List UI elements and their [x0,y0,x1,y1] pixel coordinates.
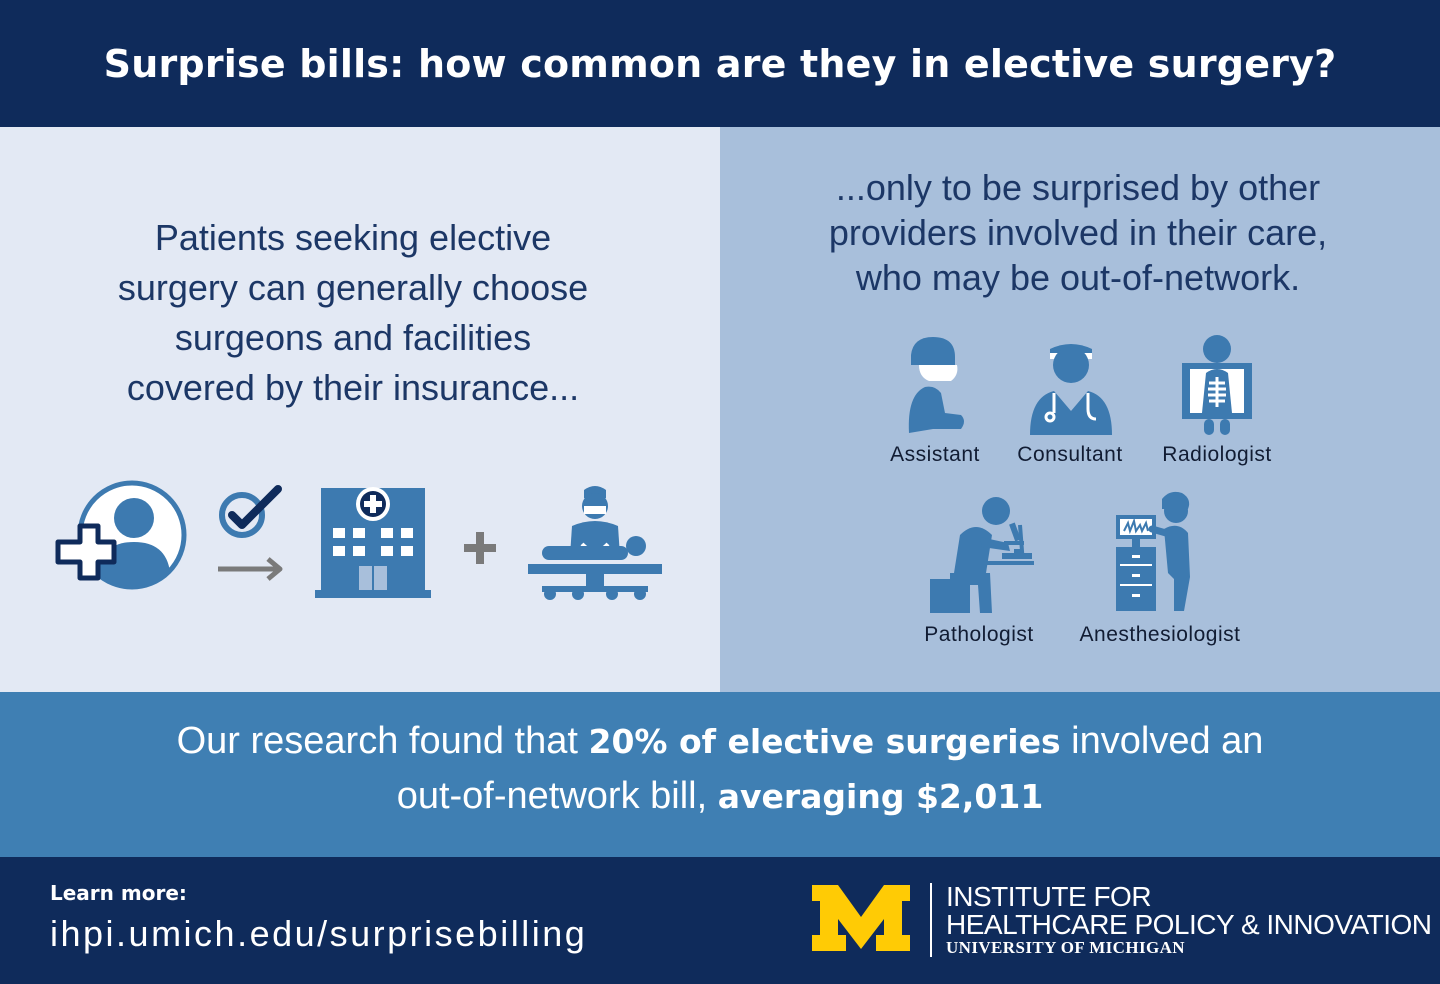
learn-more-label: Learn more: [50,881,187,905]
pathologist-icon [930,497,1034,613]
left-text-line: covered by their insurance... [126,367,580,408]
header-bar: Surprise bills: how common are they in e… [0,0,1440,127]
finding-text: Our research found that [176,720,589,762]
finding-line-2: out-of-network bill, averaging $2,011 [0,769,1440,824]
plus-icon [464,532,496,564]
right-text-line: who may be out-of-network. [855,257,1301,298]
right-text-line: providers involved in their care, [828,212,1328,253]
logo-divider [930,883,932,957]
right-intro-text: ...only to be surprised by other provide… [780,165,1376,300]
assistant-icon [908,337,964,433]
role-label-assistant: Assistant [890,443,980,466]
role-label-anesthesiologist: Anesthesiologist [1079,623,1241,646]
learn-more-link[interactable]: ihpi.umich.edu/surprisebilling [50,913,588,954]
page-title: Surprise bills: how common are they in e… [103,41,1337,86]
radiologist-icon [1182,335,1252,435]
left-panel: Patients seeking elective surgery can ge… [0,127,720,692]
left-intro-text: Patients seeking elective surgery can ge… [40,213,666,413]
footer: Learn more: ihpi.umich.edu/surprisebilli… [0,857,1440,984]
role-label-pathologist: Pathologist [924,623,1034,646]
finding-line-1: Our research found that 20% of elective … [0,714,1440,769]
right-panel: ...only to be surprised by other provide… [720,127,1440,692]
consultant-icon [1030,344,1112,435]
right-text-line: ...only to be surprised by other [835,167,1321,208]
role-label-radiologist: Radiologist [1162,443,1272,466]
finding-text: involved an [1060,720,1264,762]
finding-highlight: 20% of elective surgeries [588,722,1061,761]
institute-name-line: HEALTHCARE POLICY & INNOVATION [946,909,1432,940]
left-text-line: surgery can generally choose [117,267,589,308]
hospital-icon [315,487,431,598]
arrow-right-icon [218,557,283,581]
finding-highlight: averaging $2,011 [717,777,1044,816]
research-finding-band: Our research found that 20% of elective … [0,692,1440,857]
institute-name-line: INSTITUTE FOR [946,881,1152,912]
checkmark-icon [219,485,282,538]
left-text-line: surgeons and facilities [174,317,532,358]
michigan-m-logo [812,885,910,951]
left-text-line: Patients seeking elective [154,217,552,258]
surgeon-icon [528,486,662,600]
university-name: UNIVERSITY OF MICHIGAN [946,938,1185,957]
anesthesiologist-icon [1116,491,1190,611]
patient-cross-icon [55,480,187,590]
role-label-consultant: Consultant [1017,443,1123,466]
finding-text: out-of-network bill, [396,775,718,817]
